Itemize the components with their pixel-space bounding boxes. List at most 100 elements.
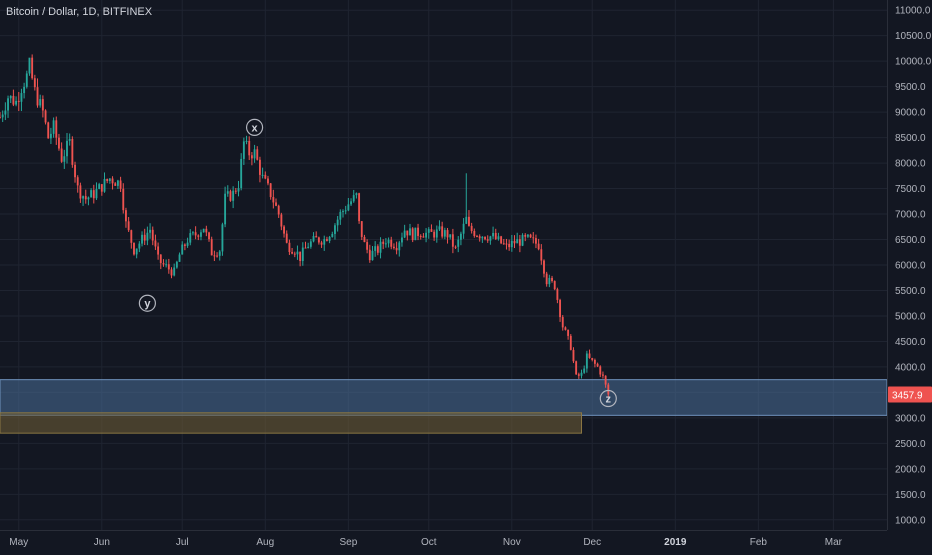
candle-body <box>272 197 275 203</box>
candle-body <box>291 251 294 254</box>
candle-body <box>25 73 28 87</box>
candle-body <box>288 242 291 252</box>
candle-body <box>36 87 39 106</box>
candle-body <box>459 233 462 240</box>
candle-body <box>31 57 34 79</box>
candle-body <box>264 174 267 179</box>
candle-body <box>411 228 414 241</box>
candle-body <box>261 174 264 176</box>
candle-body <box>218 251 221 256</box>
candle-body <box>154 240 157 247</box>
candle-body <box>0 117 1 119</box>
candle-body <box>242 141 245 159</box>
candle-body <box>559 299 562 318</box>
candle-body <box>470 225 473 231</box>
y-tick-label: 7500.0 <box>895 184 926 195</box>
candle-body <box>138 243 141 249</box>
candle-body <box>157 246 160 255</box>
wave-label-z: z <box>599 389 617 408</box>
candle-body <box>221 224 224 252</box>
candle-body <box>125 210 127 222</box>
candle-body <box>492 232 495 237</box>
candle-body <box>122 188 125 211</box>
candle-body <box>44 110 47 123</box>
candle-body <box>133 242 135 255</box>
candle-body <box>390 239 393 247</box>
y-tick-label: 2500.0 <box>895 439 926 450</box>
candle-body <box>256 149 259 160</box>
candle-body <box>175 261 178 268</box>
candle-body <box>336 219 339 226</box>
candle-body <box>194 232 197 236</box>
y-tick-label: 9500.0 <box>895 82 926 93</box>
wave-label-x: x <box>245 118 264 137</box>
candle-body <box>173 267 176 276</box>
candle-body <box>347 204 350 211</box>
candle-body <box>585 353 588 369</box>
candle-body <box>312 236 315 242</box>
candle-body <box>33 78 36 88</box>
candle-body <box>339 211 342 220</box>
candle-body <box>352 195 355 202</box>
candle-body <box>366 242 369 250</box>
candle-body <box>567 329 570 336</box>
candle-body <box>17 100 20 102</box>
wave-label-y: y <box>138 294 156 312</box>
candle-body <box>342 211 344 213</box>
candle-body <box>320 242 323 245</box>
candle-body <box>604 375 607 385</box>
candle-body <box>481 236 484 239</box>
candle-body <box>127 221 130 231</box>
last-price-label: 3457.9 <box>892 391 923 402</box>
candle-body <box>74 164 76 178</box>
candle-body <box>529 234 532 238</box>
wave-label-text: x <box>252 122 259 134</box>
x-tick-label: Dec <box>583 537 601 548</box>
candle-body <box>376 246 379 253</box>
candle-body <box>427 229 430 233</box>
candle-body <box>521 234 524 246</box>
candle-body <box>384 243 387 245</box>
candle-body <box>12 95 15 105</box>
candle-body <box>277 205 280 215</box>
candle-body <box>205 228 208 233</box>
candle-body <box>98 184 101 189</box>
candle-body <box>226 191 229 194</box>
candle-body <box>58 137 60 149</box>
candle-body <box>141 234 143 244</box>
candle-body <box>23 86 26 94</box>
candle-body <box>208 232 210 240</box>
candle-body <box>283 226 285 234</box>
candle-body <box>449 234 452 238</box>
candle-body <box>9 95 12 99</box>
candle-body <box>103 178 106 192</box>
x-tick-label: Jul <box>176 537 189 548</box>
candle-body <box>280 214 283 227</box>
candle-body <box>580 372 583 376</box>
candle-body <box>395 248 398 251</box>
y-tick-label: 6500.0 <box>895 235 926 246</box>
candle-body <box>52 120 55 134</box>
candle-body <box>497 236 500 239</box>
candle-body <box>441 226 444 237</box>
candle-body <box>135 248 138 255</box>
candle-body <box>537 243 540 250</box>
candle-body <box>202 228 205 233</box>
candle-body <box>90 190 93 198</box>
candle-body <box>387 239 390 244</box>
candle-body <box>350 201 352 205</box>
candle-body <box>248 140 251 156</box>
candle-body <box>229 191 232 201</box>
candle-body <box>7 98 9 111</box>
candle-body <box>1 114 4 118</box>
candle-body <box>84 196 87 200</box>
candle-body <box>307 246 310 249</box>
wave-label-circle <box>138 294 156 312</box>
candle-body <box>355 193 358 196</box>
x-tick-label: Sep <box>339 537 357 548</box>
y-tick-label: 11000.0 <box>895 6 931 17</box>
x-tick-label: May <box>9 537 28 548</box>
